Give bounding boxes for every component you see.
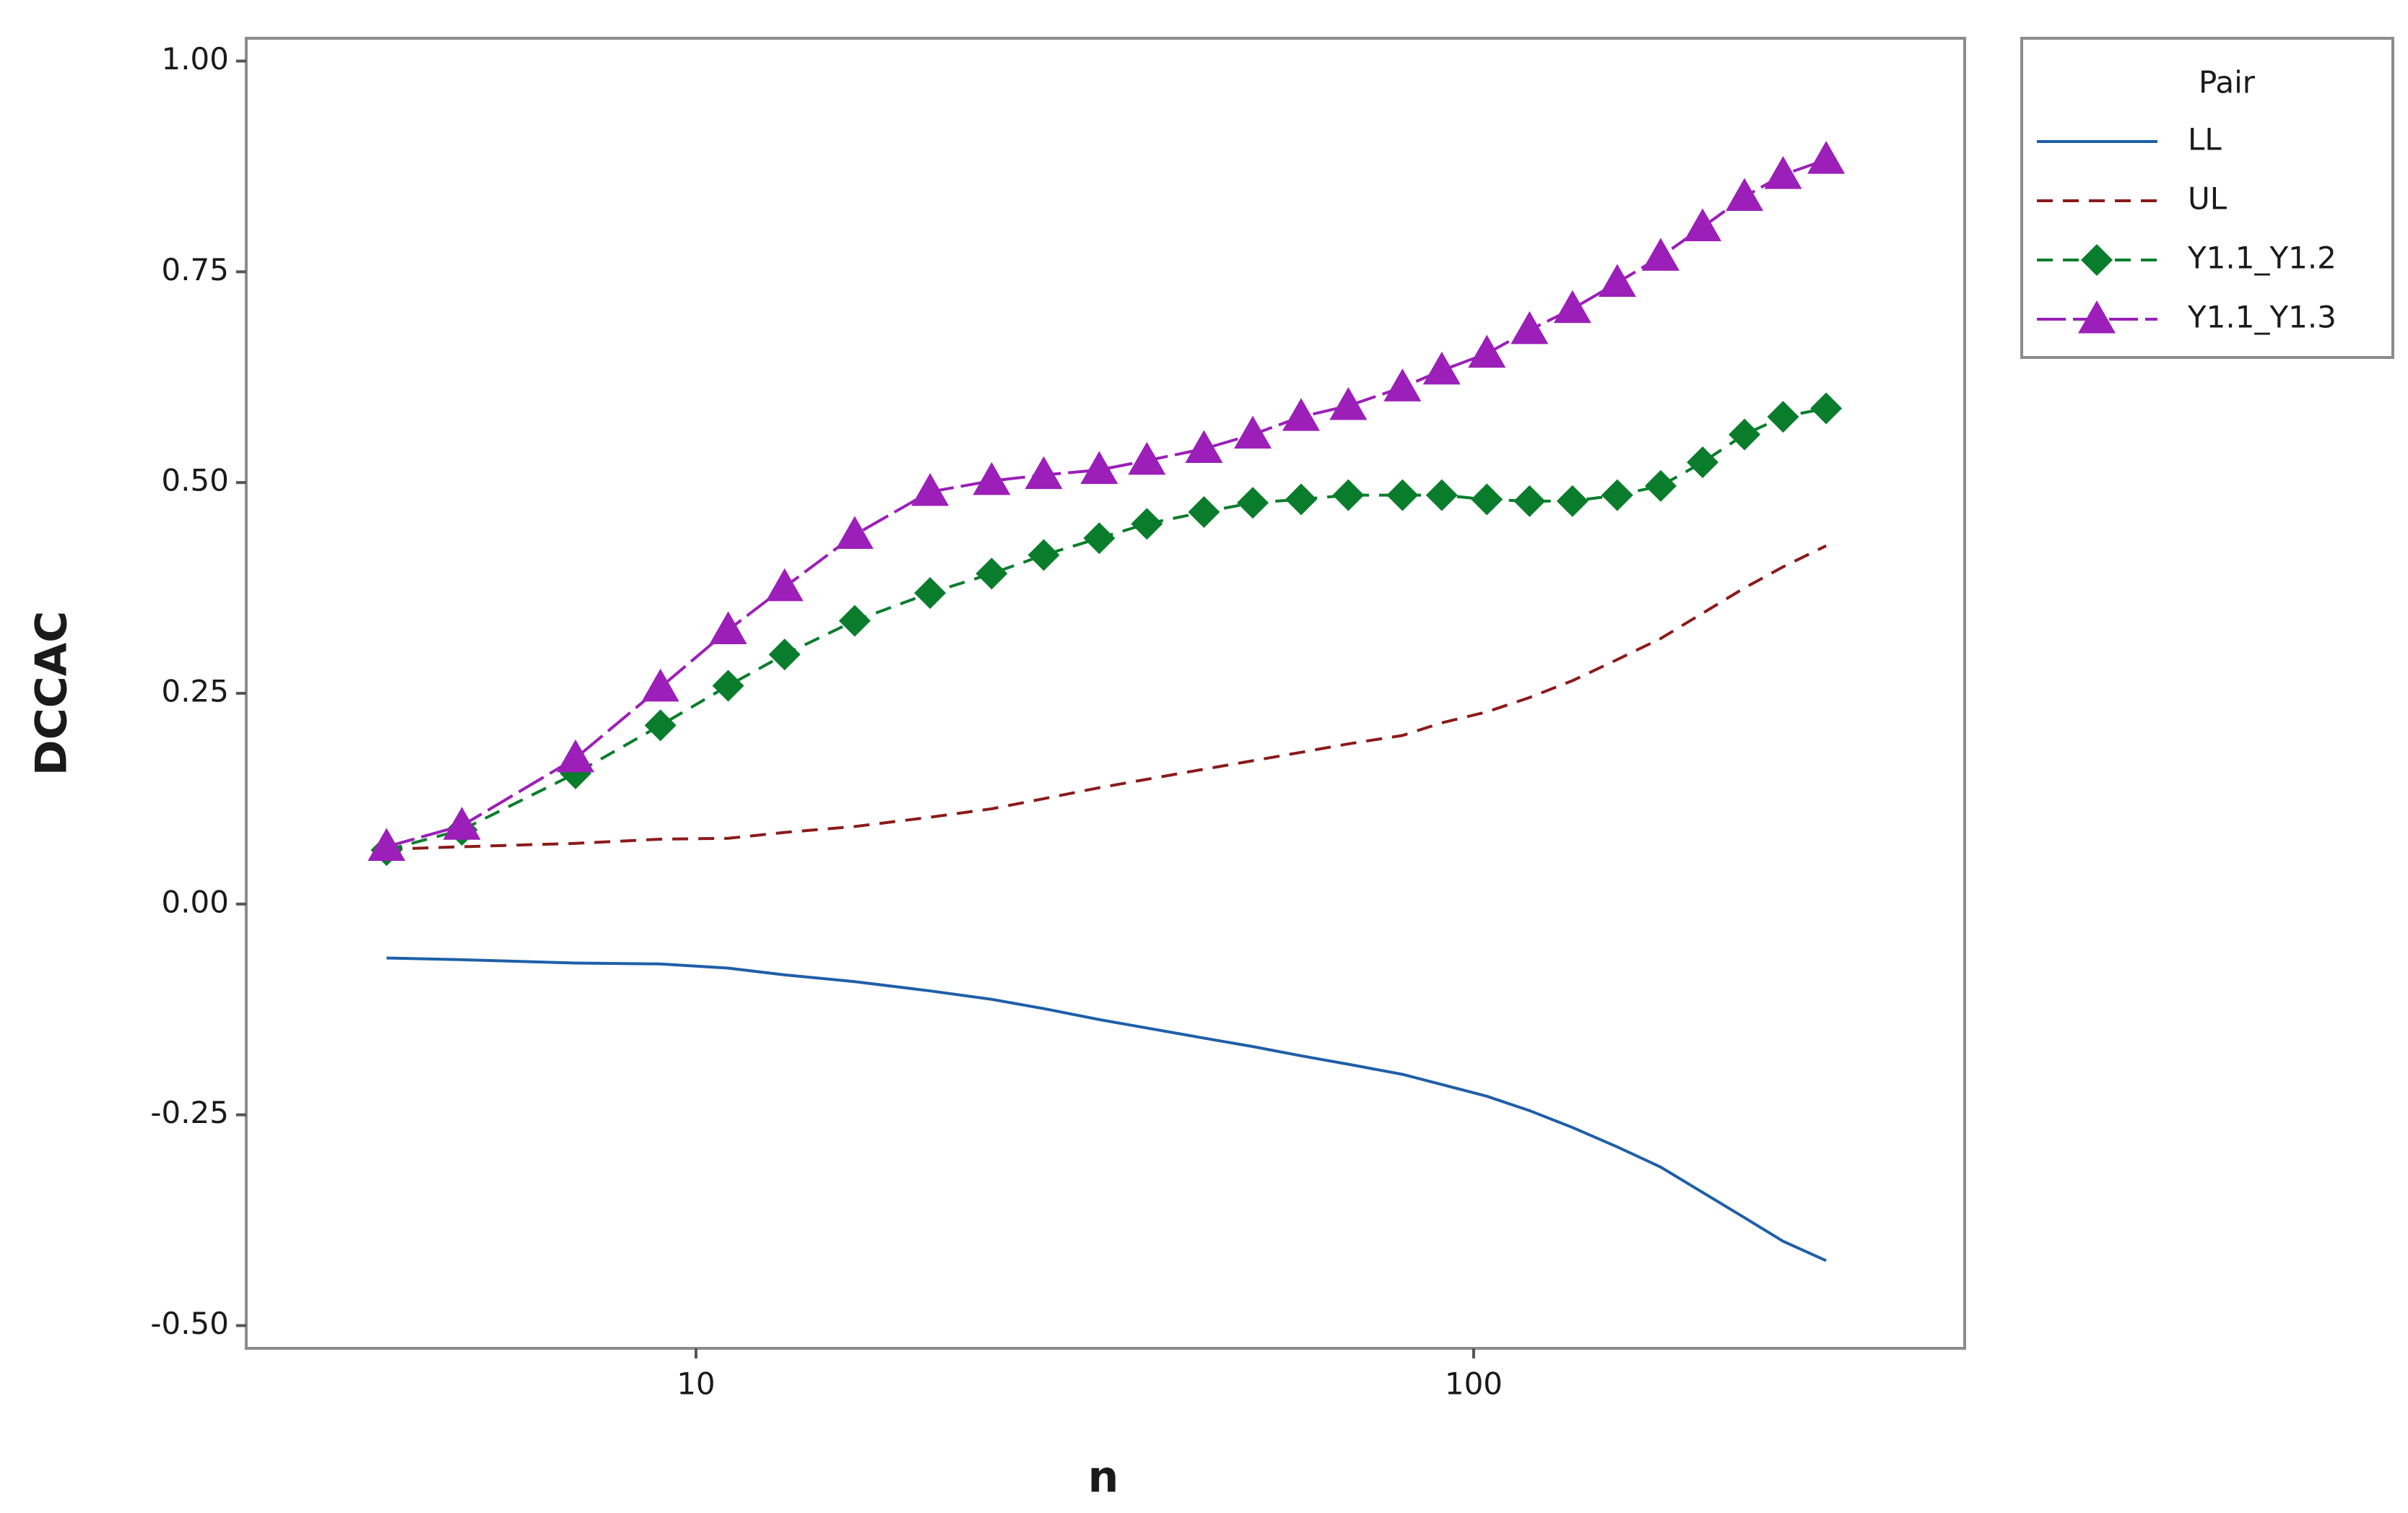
series-line (386, 544, 1827, 851)
triangle-marker (557, 739, 595, 773)
triangle-marker (1329, 386, 1368, 420)
triangle-marker (1468, 334, 1506, 368)
triangle-marker (1684, 208, 1722, 241)
diamond-marker (838, 604, 871, 637)
y-tick-label: -0.50 (150, 1306, 229, 1341)
triangle-marker (368, 828, 406, 861)
y-tick-label: -0.25 (150, 1095, 229, 1130)
triangle-marker (1282, 398, 1321, 431)
x-tick-label: 10 (677, 1366, 715, 1402)
diamond-marker (1513, 485, 1546, 517)
legend-box (2020, 37, 2394, 359)
diamond-marker (1556, 485, 1588, 517)
triangle-marker (1642, 238, 1680, 271)
diamond-marker (644, 709, 677, 742)
legend-label: Y1.1_Y1.2 (2187, 240, 2337, 276)
triangle-marker (641, 668, 679, 702)
series-line (386, 956, 1827, 1262)
diamond-marker (975, 558, 1008, 590)
triangle-marker (443, 807, 481, 840)
y-tick-label: 0.50 (161, 463, 229, 498)
diamond-marker (712, 669, 744, 702)
triangle-marker (1553, 290, 1591, 324)
y-tick-label: 1.00 (161, 41, 229, 77)
triangle-marker (1764, 156, 1802, 189)
triangle-marker (1080, 451, 1118, 485)
triangle-marker (1185, 430, 1223, 463)
diamond-marker (1810, 392, 1843, 425)
triangle-marker (1025, 456, 1063, 490)
triangle-marker (911, 473, 949, 506)
triangle-marker (973, 461, 1011, 495)
x-tick-label: 100 (1445, 1366, 1503, 1402)
diamond-marker (1131, 508, 1163, 540)
legend-title: Pair (2199, 65, 2256, 100)
diamond-marker (1285, 483, 1318, 516)
triangle-marker (1598, 264, 1636, 298)
diamond-marker (1332, 479, 1365, 511)
triangle-marker (1234, 415, 1272, 449)
triangle-marker (835, 516, 874, 550)
legend-label: LL (2188, 122, 2222, 157)
triangle-marker (1511, 311, 1549, 344)
diamond-marker (2081, 244, 2113, 276)
diamond-marker (1471, 483, 1503, 516)
y-tick-label: 0.00 (161, 884, 229, 919)
diamond-marker (768, 638, 801, 671)
diamond-marker (1386, 479, 1419, 511)
triangle-marker (1726, 178, 1764, 211)
legend-label: Y1.1_Y1.3 (2187, 300, 2337, 335)
diamond-marker (914, 577, 947, 610)
triangle-marker (1128, 441, 1166, 475)
triangle-marker (765, 568, 804, 602)
y-tick-label: 0.75 (161, 252, 229, 287)
triangle-marker (709, 611, 747, 644)
diamond-marker (1188, 496, 1220, 529)
x-axis-title: n (1088, 1452, 1119, 1503)
diamond-marker (1767, 401, 1799, 433)
diamond-marker (1601, 479, 1633, 511)
triangle-marker (1807, 141, 1846, 174)
y-axis-title: DCCAC (27, 611, 77, 776)
diamond-marker (1645, 469, 1677, 502)
diamond-marker (1027, 539, 1060, 571)
triangle-marker (1383, 368, 1422, 402)
diamond-marker (1729, 418, 1761, 451)
y-tick-label: 0.25 (161, 674, 229, 709)
triangle-marker (2078, 300, 2116, 334)
diamond-marker (1237, 487, 1269, 519)
legend-label: UL (2188, 181, 2227, 217)
diamond-marker (1083, 522, 1116, 555)
diamond-marker (1687, 446, 1719, 479)
triangle-marker (1422, 351, 1461, 385)
diamond-marker (1425, 479, 1458, 511)
